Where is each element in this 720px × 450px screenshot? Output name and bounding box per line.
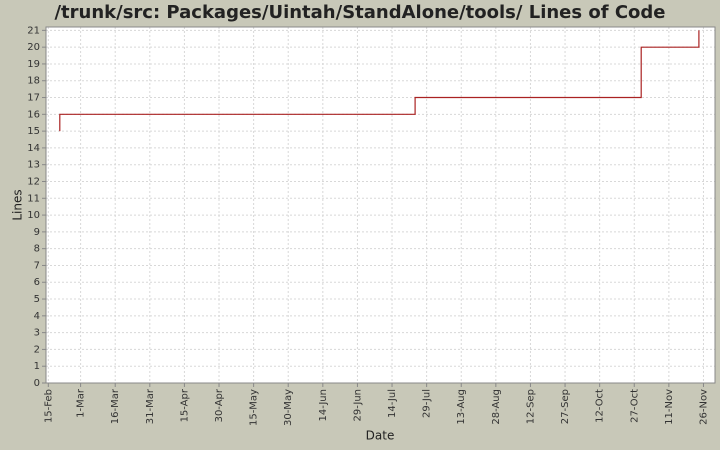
- y-tick-label: 2: [34, 344, 40, 355]
- y-tick-label: 20: [27, 42, 40, 53]
- x-tick-label: 14-Jun: [318, 389, 329, 422]
- y-tick-label: 13: [27, 160, 40, 171]
- x-tick-label: 29-Jun: [352, 389, 363, 422]
- y-tick-label: 12: [27, 176, 40, 187]
- x-tick-label: 15-Feb: [43, 389, 54, 423]
- x-tick-label: 12-Sep: [525, 389, 536, 424]
- x-tick-label: 15-Apr: [179, 388, 190, 422]
- y-tick-label: 15: [27, 126, 40, 137]
- data-line: [59, 30, 700, 132]
- x-tick-label: 11-Nov: [664, 389, 675, 425]
- x-tick-label: 30-May: [283, 389, 294, 426]
- x-tick-label: 1-Mar: [76, 388, 87, 418]
- plot-area: [46, 27, 715, 383]
- x-tick-label: 30-Apr: [214, 388, 225, 422]
- y-axis-label: Lines: [11, 189, 25, 220]
- x-tick-label: 28-Aug: [491, 389, 502, 425]
- y-tick-label: 17: [27, 93, 40, 104]
- x-tick-label: 29-Jul: [422, 389, 433, 418]
- x-axis-label: Date: [366, 429, 395, 443]
- x-tick-label: 15-May: [249, 389, 260, 426]
- plot-border: [45, 26, 716, 384]
- x-tick-label: 14-Jul: [387, 389, 398, 418]
- y-tick-label: 18: [27, 76, 40, 87]
- y-tick-label: 3: [34, 328, 40, 339]
- x-tick-label: 27-Oct: [629, 389, 640, 423]
- y-tick-label: 16: [27, 109, 40, 120]
- y-tick-label: 1: [34, 361, 40, 372]
- y-tick-label: 11: [27, 193, 40, 204]
- x-tick-label: 16-Mar: [110, 388, 121, 424]
- y-tick-label: 19: [27, 59, 40, 70]
- y-tick-label: 5: [34, 294, 40, 305]
- x-tick-label: 13-Aug: [456, 389, 467, 425]
- y-tick-label: 7: [34, 260, 40, 271]
- y-tick-label: 14: [27, 143, 40, 154]
- x-tick-label: 12-Oct: [595, 389, 606, 423]
- chart-title: /trunk/src: Packages/Uintah/StandAlone/t…: [54, 2, 665, 23]
- y-tick-label: 0: [34, 378, 40, 389]
- y-tick-label: 8: [34, 244, 40, 255]
- y-tick-label: 6: [34, 277, 40, 288]
- x-tick-label: 27-Sep: [560, 389, 571, 424]
- y-tick-label: 9: [34, 227, 40, 238]
- y-tick-label: 10: [27, 210, 40, 221]
- y-tick-label: 4: [34, 311, 40, 322]
- x-tick-label: 31-Mar: [145, 388, 156, 424]
- x-tick-label: 26-Nov: [698, 389, 709, 425]
- y-tick-label: 21: [27, 25, 40, 36]
